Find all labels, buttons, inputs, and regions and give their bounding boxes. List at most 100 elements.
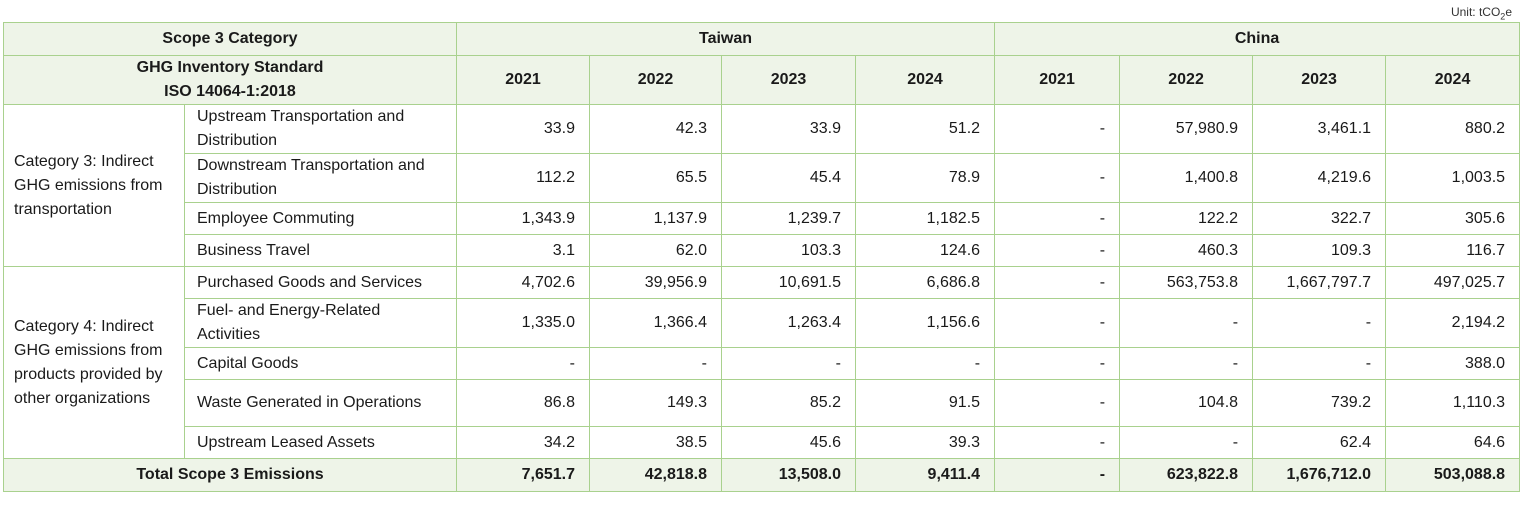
value-cell: 13,508.0 [721, 458, 856, 492]
value-cell: 7,651.7 [456, 458, 590, 492]
value-cell: - [994, 153, 1121, 203]
year-header: 2024 [1385, 55, 1521, 105]
value-cell: 4,219.6 [1252, 153, 1387, 203]
value-cell: 503,088.8 [1385, 458, 1521, 492]
table-row: Category 4: Indirect GHG emissions from … [3, 266, 1521, 459]
scope3-emissions-table: Scope 3 Category Taiwan China GHG Invent… [3, 22, 1521, 492]
table-row: Capital Goods - - - - - - -388.0 [4, 347, 1521, 380]
value-cell: 3.1 [456, 234, 590, 267]
value-cell: 1,667,797.7 [1252, 266, 1387, 299]
value-cell: - [994, 426, 1121, 459]
unit-label: Unit: tCO2e [1450, 5, 1512, 22]
value-cell: - [721, 347, 856, 380]
value-cell: 1,110.3 [1385, 379, 1521, 427]
value-cell: 103.3 [721, 234, 856, 267]
table-row: Category 3: Indirect GHG emissions from … [3, 104, 1521, 267]
value-cell: 563,753.8 [1119, 266, 1254, 299]
value-cell: 104.8 [1119, 379, 1254, 427]
value-cell: 1,400.8 [1119, 153, 1254, 203]
table-row: Employee Commuting 1,343.9 1,137.9 1,239.7 1… [4, 202, 1521, 235]
value-cell: 33.9 [456, 104, 590, 154]
category-cell: Category 3: Indirect GHG emissions from … [3, 104, 185, 267]
value-cell: 122.2 [1119, 202, 1254, 235]
value-cell: - [1119, 298, 1254, 348]
value-cell: 880.2 [1385, 104, 1521, 154]
subcategory-cell: Downstream Transportation and Distributi… [184, 153, 457, 203]
value-cell: 2,194.2 [1385, 298, 1521, 348]
value-cell: 85.2 [721, 379, 856, 427]
value-cell: 388.0 [1385, 347, 1521, 380]
value-cell: 39.3 [854, 426, 996, 459]
value-cell: 39,956.9 [589, 266, 722, 299]
value-cell: - [1252, 347, 1387, 380]
subcategory-cell: Business Travel [184, 234, 457, 267]
china-header: China [994, 22, 1521, 56]
subcategory-cell: Capital Goods [184, 347, 457, 380]
value-cell: 623,822.8 [1119, 458, 1254, 492]
table-row: Waste Generated in Operations 86.8 149.3 85… [4, 379, 1521, 427]
value-cell: 124.6 [854, 234, 996, 267]
table-row: Upstream Leased Assets 34.2 38.5 45.6 39.3- -… [4, 426, 1521, 459]
value-cell: 42.3 [589, 104, 722, 154]
value-cell: - [994, 234, 1121, 267]
value-cell: 3,461.1 [1252, 104, 1387, 154]
year-header: 2022 [1119, 55, 1254, 105]
year-header: 2023 [721, 55, 856, 105]
value-cell: 1,239.7 [721, 202, 856, 235]
value-cell: - [994, 202, 1121, 235]
value-cell: 51.2 [854, 104, 996, 154]
value-cell: - [994, 104, 1121, 154]
value-cell: 78.9 [854, 153, 996, 203]
total-row: Total Scope 3 Emissions 7,651.7 42,818.8 13… [3, 458, 1521, 492]
value-cell: - [1119, 426, 1254, 459]
value-cell: 739.2 [1252, 379, 1387, 427]
value-cell: - [854, 347, 996, 380]
value-cell: 1,263.4 [721, 298, 856, 348]
value-cell: 45.6 [721, 426, 856, 459]
value-cell: - [1252, 298, 1387, 348]
value-cell: 33.9 [721, 104, 856, 154]
value-cell: 1,366.4 [589, 298, 722, 348]
category-cell: Category 4: Indirect GHG emissions from … [3, 266, 185, 459]
value-cell: 38.5 [589, 426, 722, 459]
value-cell: - [994, 458, 1121, 492]
value-cell: 322.7 [1252, 202, 1387, 235]
value-cell: 305.6 [1385, 202, 1521, 235]
value-cell: 1,137.9 [589, 202, 722, 235]
value-cell: 149.3 [589, 379, 722, 427]
year-header: 2021 [456, 55, 590, 105]
value-cell: 497,025.7 [1385, 266, 1521, 299]
value-cell: 1,182.5 [854, 202, 996, 235]
value-cell: 4,702.6 [456, 266, 590, 299]
subcategory-cell: Upstream Leased Assets [184, 426, 457, 459]
value-cell: 6,686.8 [854, 266, 996, 299]
value-cell: 1,156.6 [854, 298, 996, 348]
value-cell: 45.4 [721, 153, 856, 203]
value-cell: 62.0 [589, 234, 722, 267]
table-body: Category 3: Indirect GHG emissions from … [3, 104, 1521, 492]
value-cell: 86.8 [456, 379, 590, 427]
value-cell: 1,003.5 [1385, 153, 1521, 203]
value-cell: 10,691.5 [721, 266, 856, 299]
value-cell: 1,335.0 [456, 298, 590, 348]
value-cell: 109.3 [1252, 234, 1387, 267]
value-cell: - [994, 298, 1121, 348]
value-cell: 9,411.4 [854, 458, 996, 492]
value-cell: - [994, 347, 1121, 380]
table-row: Fuel- and Energy-Related Activities 1,335… [4, 298, 1521, 348]
value-cell: - [994, 266, 1121, 299]
standard-header: GHG Inventory Standard ISO 14064-1:2018 [3, 55, 457, 105]
value-cell: 1,676,712.0 [1252, 458, 1387, 492]
value-cell: 65.5 [589, 153, 722, 203]
taiwan-header: Taiwan [455, 22, 996, 56]
value-cell: - [1119, 347, 1254, 380]
value-cell: 42,818.8 [589, 458, 722, 492]
year-header: 2024 [854, 55, 996, 105]
total-label: Total Scope 3 Emissions [3, 458, 457, 492]
category-header: Scope 3 Category [3, 22, 457, 56]
value-cell: - [589, 347, 722, 380]
value-cell: - [456, 347, 590, 380]
table-row: Business Travel 3.1 62.0 103.3 124.6-460.3 10… [4, 234, 1521, 267]
subcategory-cell: Upstream Transportation and Distribution [184, 104, 457, 154]
value-cell: - [994, 379, 1121, 427]
